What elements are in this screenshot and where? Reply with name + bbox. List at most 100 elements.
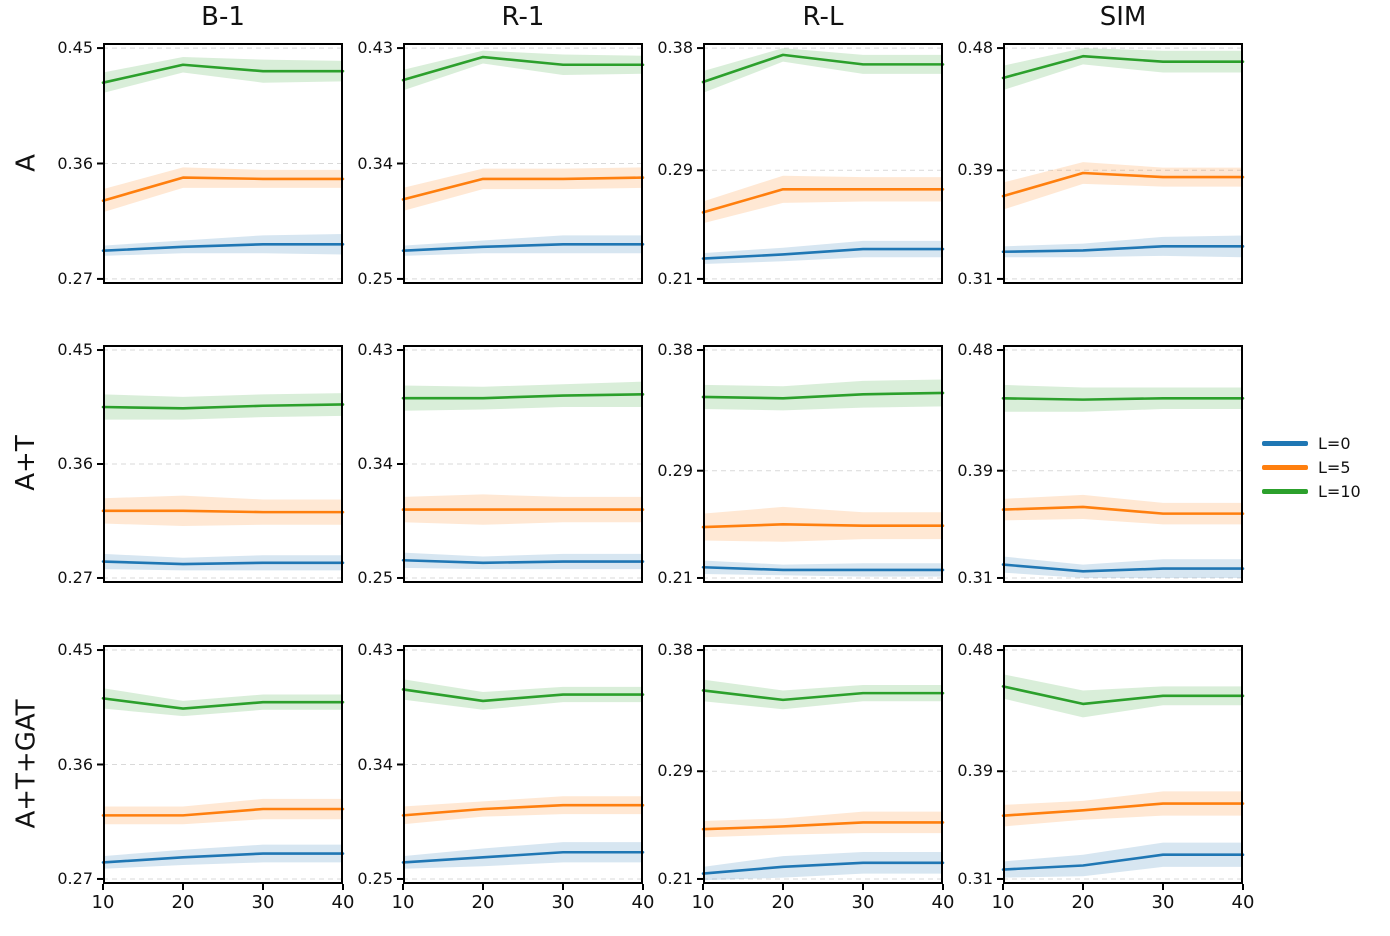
- band-L=10: [1003, 48, 1243, 91]
- gridlines: [1003, 47, 1243, 280]
- x-tick-label: 40: [331, 892, 355, 913]
- y-tick-label: 0.39: [957, 460, 993, 480]
- axes-frame: [403, 43, 643, 284]
- tick-marks: [397, 47, 403, 280]
- line-L=5: [401, 803, 645, 817]
- line-L=10: [1001, 54, 1245, 80]
- row-label-A+T+GAT: A+T+GAT: [11, 698, 41, 829]
- gridlines: [403, 349, 643, 579]
- line-L=5: [1001, 802, 1245, 817]
- y-tick-label: 0.31: [957, 868, 993, 888]
- band-L=10: [703, 679, 943, 710]
- tick-marks: [697, 349, 703, 579]
- y-tick-label: 0.29: [657, 460, 693, 480]
- y-tick-label: 0.21: [657, 868, 693, 888]
- subplot-A+T+GAT-R-L: [697, 645, 945, 890]
- line-L=0: [101, 852, 345, 864]
- y-tick-label: 0.36: [57, 754, 93, 774]
- x-tick-label: 30: [551, 892, 575, 913]
- tick-marks: [997, 47, 1003, 280]
- x-tick-label: 40: [631, 892, 655, 913]
- y-tick-label: 0.34: [357, 454, 393, 473]
- y-tick-label: 0.36: [57, 454, 93, 473]
- axes-frame: [1003, 345, 1243, 583]
- line-L=0: [1001, 853, 1245, 871]
- y-tick-label: 0.45: [57, 340, 93, 359]
- line-L=10: [1001, 396, 1245, 401]
- line-L=0: [1001, 245, 1245, 254]
- y-tick-label: 0.39: [957, 761, 993, 781]
- x-tick-label: 40: [1231, 892, 1255, 913]
- line-L=0: [401, 558, 645, 565]
- gridlines: [703, 349, 943, 579]
- subplot-A+T+GAT-B-1: [97, 645, 345, 890]
- subplot-A+T-SIM: [997, 345, 1245, 583]
- axes-frame: [703, 43, 943, 284]
- band-L=0: [703, 852, 943, 881]
- legend: L=0 L=5 L=10: [1262, 431, 1361, 503]
- y-tick-label: 0.21: [657, 268, 693, 288]
- tick-marks: [997, 349, 1003, 579]
- column-title-B-1: B-1: [201, 2, 245, 32]
- x-tick-label: 30: [851, 892, 875, 913]
- y-tick-label: 0.38: [657, 640, 693, 660]
- gridlines: [403, 47, 643, 280]
- gridlines: [1003, 349, 1243, 579]
- band-L=5: [703, 175, 943, 224]
- y-tick-label: 0.43: [357, 38, 393, 58]
- band-L=10: [103, 57, 343, 93]
- y-tick-label: 0.34: [357, 754, 393, 774]
- tick-marks: [97, 349, 103, 579]
- x-tick-label: 10: [391, 892, 415, 913]
- band-L=10: [703, 48, 943, 93]
- y-tick-label: 0.29: [657, 160, 693, 180]
- line-L=10: [101, 403, 345, 410]
- y-tick-label: 0.43: [357, 340, 393, 359]
- axes-frame: [103, 345, 343, 583]
- tick-marks: [397, 649, 644, 890]
- tick-marks: [697, 47, 703, 280]
- band-L=10: [703, 379, 943, 411]
- line-L=10: [401, 393, 645, 400]
- y-tick-label: 0.43: [357, 640, 393, 660]
- y-tick-label: 0.34: [357, 153, 393, 173]
- y-tick-label: 0.21: [657, 567, 693, 587]
- legend-label-L=10: L=10: [1318, 481, 1361, 501]
- line-L=5: [701, 523, 945, 529]
- line-L=0: [101, 243, 345, 253]
- line-L=5: [1001, 171, 1245, 198]
- x-tick-label: 20: [1071, 892, 1095, 913]
- x-tick-label: 10: [991, 892, 1015, 913]
- line-L=0: [401, 850, 645, 864]
- line-L=0: [701, 247, 945, 260]
- subplot-A-R-1: [397, 43, 645, 284]
- axes-frame: [403, 345, 643, 583]
- line-L=10: [401, 55, 645, 82]
- band-L=5: [403, 796, 643, 825]
- legend-swatch-L=5: [1262, 464, 1308, 470]
- x-tick-label: 30: [251, 892, 275, 913]
- legend-entry-L=0: L=0: [1262, 431, 1361, 455]
- column-title-R-1: R-1: [501, 2, 545, 32]
- x-tick-label: 20: [171, 892, 195, 913]
- y-tick-label: 0.29: [657, 761, 693, 781]
- axes-frame: [403, 645, 643, 884]
- band-L=10: [403, 50, 643, 91]
- gridlines: [703, 47, 943, 280]
- line-L=0: [401, 243, 645, 253]
- line-L=5: [101, 176, 345, 202]
- legend-swatch-L=10: [1262, 488, 1308, 494]
- band-L=10: [1003, 674, 1243, 718]
- subplot-A+T-R-1: [397, 345, 645, 583]
- line-L=10: [1001, 685, 1245, 706]
- line-L=10: [401, 688, 645, 703]
- line-L=10: [701, 689, 945, 702]
- y-tick-label: 0.48: [957, 340, 993, 359]
- tick-marks: [97, 47, 103, 280]
- line-L=5: [1001, 505, 1245, 515]
- line-L=0: [701, 861, 945, 875]
- y-tick-label: 0.38: [657, 38, 693, 58]
- gridlines: [403, 649, 643, 880]
- axes-frame: [103, 43, 343, 284]
- column-title-SIM: SIM: [1099, 2, 1147, 32]
